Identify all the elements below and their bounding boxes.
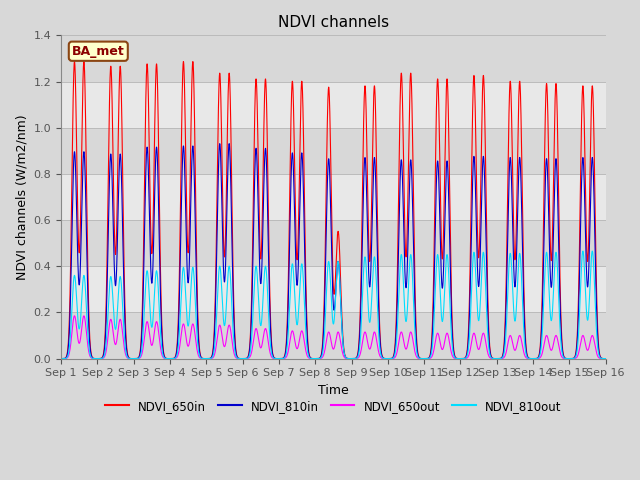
Y-axis label: NDVI channels (W/m2/nm): NDVI channels (W/m2/nm) [15,114,28,280]
NDVI_650in [261,81,269,86]
Bar [61,174,605,220]
Line: NDVI_650in: NDVI_650in [61,61,605,359]
Bar [61,82,605,128]
NDVI_810in [216,141,223,146]
NDVI_810out [408,273,416,279]
Bar [61,266,605,312]
NDVI_650in [486,345,493,351]
NDVI_810out [602,356,609,361]
Bar [61,128,605,174]
Bar [61,36,605,82]
NDVI_810in [600,356,608,361]
NDVI_810out [600,356,608,361]
NDVI_810in [486,348,493,354]
NDVI_650out [409,335,417,341]
NDVI_810in [168,356,175,361]
NDVI_650out [600,356,608,361]
NDVI_810out [486,351,493,357]
NDVI_810out [57,356,65,361]
NDVI_650out [174,353,182,359]
NDVI_650in [600,356,608,361]
NDVI_810out [173,349,181,355]
Legend: NDVI_650in, NDVI_810in, NDVI_650out, NDVI_810out: NDVI_650in, NDVI_810in, NDVI_650out, NDV… [100,395,566,417]
NDVI_810in [173,341,181,347]
Line: NDVI_810out: NDVI_810out [61,251,605,359]
Text: BA_met: BA_met [72,45,125,58]
NDVI_650in [180,59,188,64]
Line: NDVI_810in: NDVI_810in [61,144,605,359]
NDVI_650out [168,356,176,361]
NDVI_650out [261,326,269,332]
NDVI_810in [57,356,65,361]
Line: NDVI_650out: NDVI_650out [61,316,605,359]
NDVI_650in [409,133,417,139]
NDVI_650in [168,356,175,361]
NDVI_810out [168,356,175,361]
NDVI_650in [57,356,65,361]
Title: NDVI channels: NDVI channels [278,15,389,30]
Bar [61,220,605,266]
NDVI_810in [409,201,417,206]
X-axis label: Time: Time [318,384,349,397]
NDVI_810out [261,265,269,271]
NDVI_810in [261,149,269,155]
Bar [61,312,605,359]
NDVI_650in [173,335,181,341]
NDVI_810in [602,356,609,361]
NDVI_650out [486,355,493,360]
NDVI_650out [70,313,78,319]
NDVI_650in [602,356,609,361]
NDVI_650out [602,356,609,361]
NDVI_650out [57,356,65,361]
NDVI_810out [588,248,596,254]
